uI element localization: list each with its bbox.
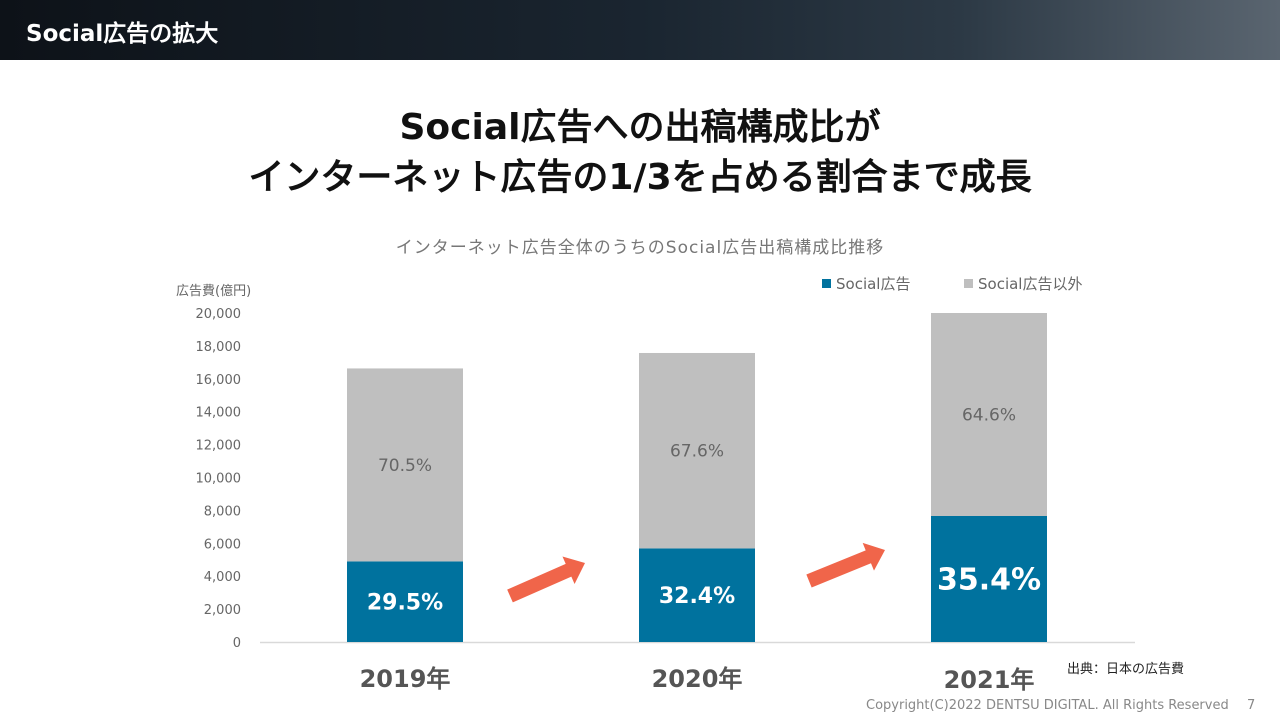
legend-social: Social広告 — [822, 273, 910, 294]
source-note: 出典：日本の広告費 — [1067, 662, 1185, 677]
y-tick-label: 18,000 — [196, 340, 242, 355]
y-tick-label: 0 — [233, 636, 241, 651]
trend-arrow-icon — [507, 556, 586, 603]
data-label-social: 29.5% — [367, 590, 443, 615]
x-tick-label: 2019年 — [360, 665, 451, 693]
legend-label: Social広告 — [836, 275, 911, 293]
y-tick-label: 12,000 — [196, 439, 242, 454]
bar-other — [931, 313, 1047, 516]
y-tick-label: 8,000 — [204, 504, 241, 519]
page-number: 7 — [1247, 698, 1256, 713]
legend-label: Social広告以外 — [978, 275, 1083, 293]
chart-title: インターネット広告全体のうちのSocial広告出稿構成比推移 — [395, 238, 885, 258]
y-tick-label: 6,000 — [204, 537, 241, 552]
headline-line-2: インターネット広告の1/3を占める割合まで成長 — [248, 157, 1032, 198]
y-axis-label: 広告費(億円) — [176, 284, 252, 299]
y-tick-label: 10,000 — [196, 472, 242, 487]
data-label-other: 64.6% — [962, 405, 1016, 425]
y-tick-label: 4,000 — [204, 570, 241, 585]
trend-arrow-icon — [806, 542, 886, 588]
bar-social — [931, 515, 1047, 642]
y-tick-label: 20,000 — [196, 307, 242, 322]
legend-swatch-other — [964, 279, 973, 288]
arrow-shape — [507, 556, 586, 603]
y-tick-label: 16,000 — [196, 373, 242, 388]
legend-swatch-social — [822, 279, 831, 288]
section-title: Social広告の拡大 — [26, 21, 219, 47]
x-tick-label: 2021年 — [944, 666, 1035, 694]
copyright: Copyright(C)2022 DENTSU DIGITAL. All Rig… — [866, 698, 1229, 713]
x-tick-label: 2020年 — [652, 665, 743, 693]
legend-other: Social広告以外 — [964, 273, 1082, 294]
headline-line-1: Social広告への出稿構成比が — [399, 107, 881, 148]
bar-other — [347, 368, 463, 562]
header-banner: Social広告の拡大 — [0, 0, 1280, 60]
data-label-other: 67.6% — [670, 442, 724, 462]
bar-other — [639, 352, 755, 549]
y-tick-label: 2,000 — [204, 603, 241, 618]
data-label-social: 32.4% — [659, 584, 735, 609]
data-label-social: 35.4% — [937, 562, 1041, 597]
bar-social — [347, 561, 463, 642]
arrow-shape — [806, 542, 886, 588]
y-tick-label: 14,000 — [196, 406, 242, 421]
bar-social — [639, 548, 755, 642]
data-label-other: 70.5% — [378, 456, 432, 476]
